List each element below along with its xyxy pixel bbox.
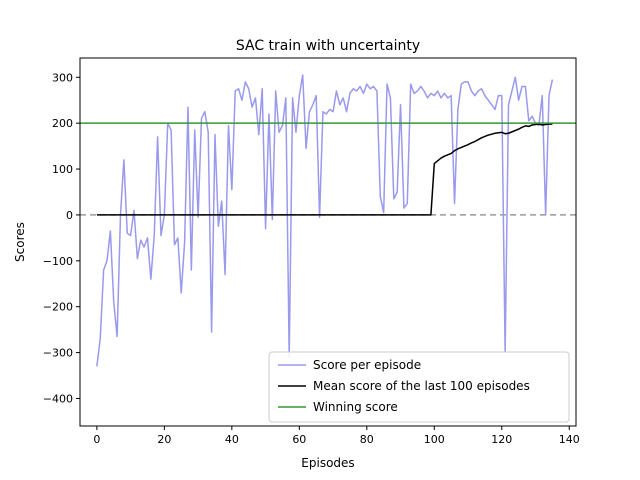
y-tick-label: 0 — [66, 209, 73, 222]
series-layer — [80, 74, 576, 367]
x-tick-label: 0 — [93, 433, 100, 446]
y-axis-ticks: −400 −300 −200 −100 0 100 200 300 — [43, 71, 80, 405]
plot-area — [79, 57, 577, 427]
x-tick-label: 140 — [559, 433, 580, 446]
chart-title: SAC train with uncertainty — [236, 38, 420, 54]
y-tick-label: −300 — [43, 347, 73, 360]
x-tick-label: 60 — [292, 433, 306, 446]
legend-entry-winning-score: Winning score — [313, 400, 398, 414]
x-axis-label: Episodes — [301, 456, 354, 470]
legend-entry-mean-score: Mean score of the last 100 episodes — [313, 379, 530, 393]
series-mean-score — [96, 123, 553, 216]
x-tick-label: 40 — [225, 433, 239, 446]
x-tick-label: 20 — [157, 433, 171, 446]
y-tick-label: 200 — [52, 117, 73, 130]
x-tick-label: 100 — [424, 433, 445, 446]
y-tick-label: 100 — [52, 163, 73, 176]
x-axis-ticks: 0 20 40 60 80 100 120 140 — [93, 426, 580, 446]
y-axis-label: Scores — [13, 222, 27, 262]
y-tick-label: −100 — [43, 255, 73, 268]
y-tick-label: 300 — [52, 71, 73, 84]
legend-entry-score-per-episode: Score per episode — [313, 358, 421, 372]
y-tick-label: −400 — [43, 392, 73, 405]
legend: Score per episode Mean score of the last… — [268, 351, 570, 423]
x-tick-label: 80 — [360, 433, 374, 446]
legend-box — [268, 351, 570, 423]
y-tick-label: −200 — [43, 301, 73, 314]
x-tick-label: 120 — [491, 433, 512, 446]
plot-frame — [79, 57, 577, 427]
series-score-per-episode — [96, 74, 554, 367]
